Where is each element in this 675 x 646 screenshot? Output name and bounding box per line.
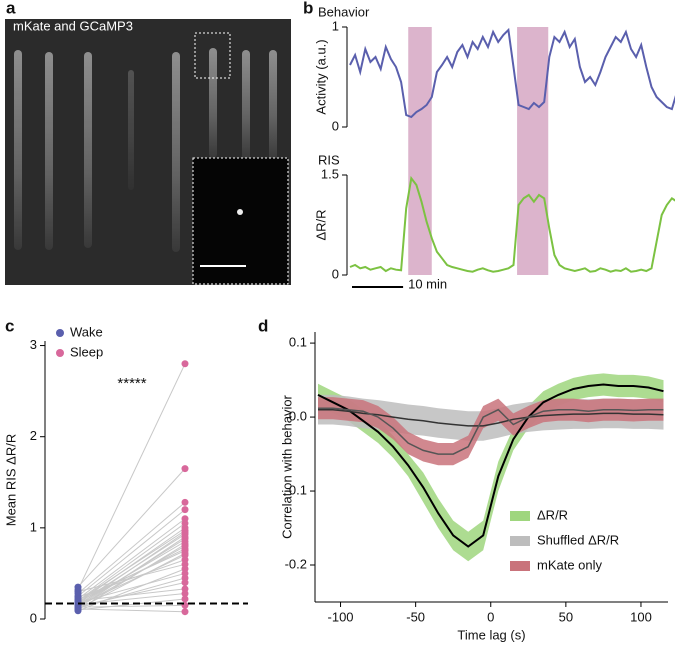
x-tick-label: -50 <box>406 609 425 624</box>
pair-connector <box>77 563 186 593</box>
panel-label: b <box>303 0 313 17</box>
legend-swatch <box>510 536 530 546</box>
point <box>181 465 189 473</box>
legend-swatch <box>510 511 530 521</box>
y-axis-label: Mean RIS ΔR/R <box>3 434 18 527</box>
legend-label: Wake <box>70 324 103 339</box>
pair-connector <box>77 572 186 604</box>
pair-connector <box>77 588 186 602</box>
point <box>181 608 189 616</box>
y-tick-label: 1 <box>30 519 37 534</box>
sleep-shade <box>517 27 549 275</box>
legend-label: Shuffled ΔR/R <box>537 532 619 547</box>
subplot-title: Behavior <box>318 4 370 19</box>
y-tick-label: 1 <box>332 18 339 33</box>
y-axis-label: Correlation with behavior <box>279 394 294 538</box>
legend-marker <box>56 349 64 357</box>
worms <box>14 48 277 252</box>
y-tick-label: -0.1 <box>285 482 307 497</box>
point <box>181 579 189 587</box>
panel-label: d <box>258 316 268 335</box>
y-tick-label: 1.5 <box>321 166 339 181</box>
legend-label: ΔR/R <box>537 507 568 522</box>
image-caption: mKate and GCaMP3 <box>13 18 133 33</box>
sleep-shade <box>408 27 432 275</box>
panel-label: a <box>6 0 16 17</box>
panel-label: c <box>5 316 14 335</box>
image-panel: a mKate and GCaMP3 <box>5 0 291 285</box>
legend-label: Sleep <box>70 344 103 359</box>
pair-connector <box>77 468 186 588</box>
pair-connector <box>77 363 186 591</box>
pair-connector <box>77 509 186 597</box>
mean-line <box>317 383 664 548</box>
pair-connector <box>77 554 186 606</box>
subplot-title: RIS <box>318 152 340 167</box>
y-axis-label: ΔR/R <box>313 209 328 240</box>
pair-connector <box>77 541 186 605</box>
pair-connector <box>77 598 186 611</box>
point <box>181 595 189 603</box>
y-tick-label: 0.0 <box>289 409 307 424</box>
pair-connector <box>77 552 186 610</box>
point <box>74 588 82 596</box>
point <box>181 589 189 597</box>
pair-connector <box>77 522 186 602</box>
pair-connector <box>77 550 186 601</box>
neuron <box>237 209 243 215</box>
zoom-box <box>194 32 231 79</box>
y-tick-label: 0 <box>30 610 37 625</box>
scale-bar-label: 10 min <box>408 276 447 291</box>
x-axis-label: Time lag (s) <box>457 627 525 642</box>
legend-marker <box>56 329 64 337</box>
y-axis-label: Activity (a.u.) <box>313 39 328 114</box>
trace <box>349 175 675 273</box>
pair-connector <box>77 501 186 594</box>
y-tick-label: 0 <box>332 118 339 133</box>
x-tick-label: 50 <box>559 609 573 624</box>
legend-swatch <box>510 561 530 571</box>
y-tick-label: -0.2 <box>285 556 307 571</box>
point <box>181 360 189 368</box>
trace <box>349 27 675 119</box>
inset <box>192 157 289 285</box>
x-tick-label: -100 <box>328 609 354 624</box>
pair-connector <box>77 530 186 602</box>
pair-connector <box>77 518 186 600</box>
point <box>181 498 189 506</box>
legend-label: mKate only <box>537 557 603 572</box>
y-tick-label: 2 <box>30 428 37 443</box>
mean-line <box>318 407 664 455</box>
point <box>181 506 189 514</box>
pair-connector <box>77 604 186 608</box>
mean-line <box>318 408 664 427</box>
y-tick-label: 3 <box>30 337 37 352</box>
y-tick-label: 0 <box>332 266 339 281</box>
y-tick-label: 0.1 <box>289 335 307 350</box>
error-band <box>318 373 664 562</box>
significance: ***** <box>117 375 146 392</box>
point <box>74 605 82 613</box>
x-tick-label: 0 <box>487 609 494 624</box>
pair-connector <box>77 608 186 613</box>
x-tick-label: 100 <box>630 609 652 624</box>
